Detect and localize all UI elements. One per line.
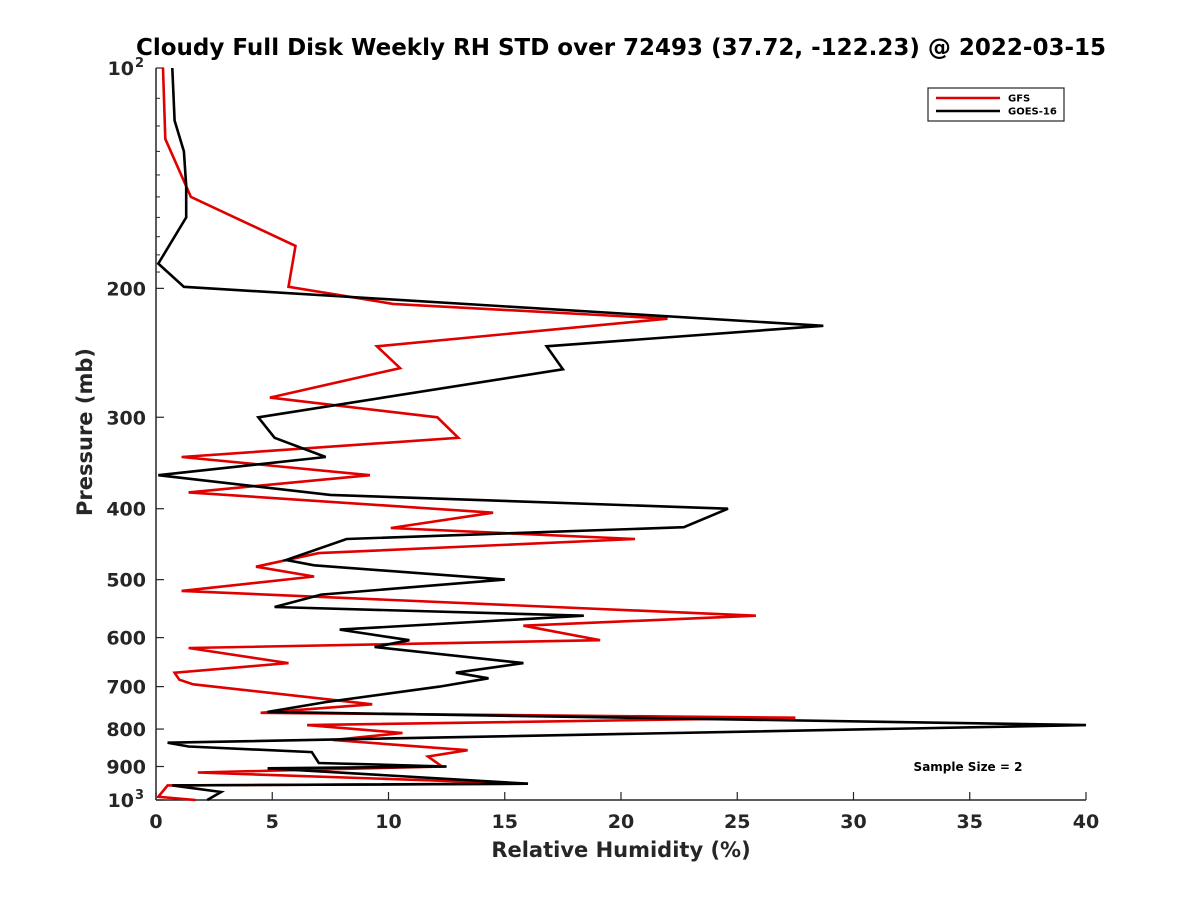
- legend-box: [927, 87, 1065, 122]
- y-tick-label: 300: [106, 407, 146, 429]
- y-axis-label: Pressure (mb): [73, 348, 97, 516]
- y-tick-label: 400: [106, 499, 146, 521]
- y-tick-label: 200: [106, 278, 146, 300]
- legend-entry: GFS: [1008, 94, 1030, 105]
- y-tick-exponent: 2: [135, 56, 144, 71]
- y-tick-label: 600: [106, 628, 146, 650]
- y-tick-label: 700: [106, 677, 146, 699]
- y-tick-label: 10: [108, 790, 134, 812]
- x-tick-label: 25: [724, 811, 750, 833]
- legend-entry: GOES-16: [1008, 107, 1057, 118]
- x-tick-label: 15: [492, 811, 518, 833]
- legend: GFS GOES-16: [927, 87, 1065, 122]
- y-tick-exponent: 3: [135, 788, 144, 803]
- series-line-goes-16: [156, 67, 1087, 802]
- sample-size-annotation: Sample Size = 2: [914, 760, 1023, 774]
- y-tick-label: 900: [106, 757, 146, 779]
- x-tick-label: 20: [608, 811, 634, 833]
- x-axis-label: Relative Humidity (%): [491, 838, 750, 862]
- x-tick-label: 5: [266, 811, 279, 833]
- chart-title: Cloudy Full Disk Weekly RH STD over 7249…: [136, 35, 1106, 61]
- y-tick-label: 800: [106, 719, 146, 741]
- series-line-gfs: [155, 67, 796, 802]
- x-tick-label: 0: [149, 811, 162, 833]
- x-tick-label: 40: [1073, 811, 1099, 833]
- x-tick-label: 30: [840, 811, 866, 833]
- y-tick-label: 10: [108, 58, 134, 80]
- x-tick-label: 10: [375, 811, 401, 833]
- y-tick-label: 500: [106, 570, 146, 592]
- x-tick-label: 35: [957, 811, 983, 833]
